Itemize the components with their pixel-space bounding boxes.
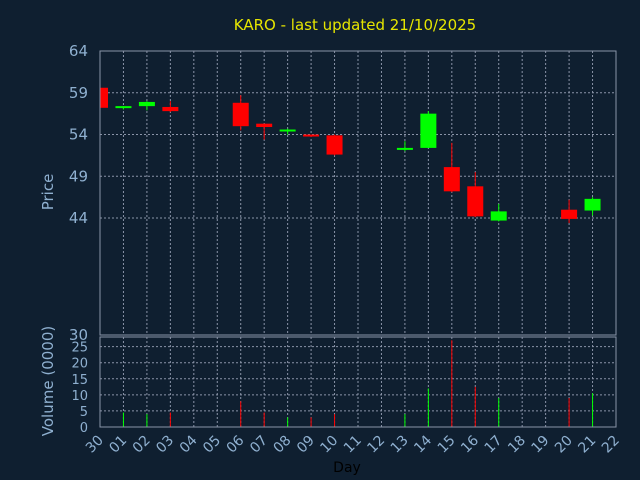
price-tick-label: 64 [69,42,88,60]
price-tick-label: 30 [69,326,88,344]
candle-body [326,135,343,155]
price-plot-frame [99,50,617,336]
price-tick-label: 49 [69,167,88,185]
price-tick-label: 59 [69,84,88,102]
price-tick-label: 54 [69,126,88,144]
volume-series [122,340,594,427]
candle-body [115,106,132,109]
chart-title: KARO - last updated 21/10/2025 [234,16,476,34]
candle-body [584,198,601,211]
price-series [99,87,601,224]
price-axis-label: Price [39,174,57,211]
candle-body [162,106,179,112]
volume-tick-label: 5 [80,405,88,420]
axis-layer [99,50,617,428]
candle-body [138,101,155,107]
candle-body [420,113,437,148]
volume-plot-frame [99,336,617,428]
volume-tick-label: 0 [80,421,88,436]
candle-body [232,102,249,127]
volume-tick-label: 20 [71,357,88,372]
candle-body [443,167,460,192]
candle-body [490,211,507,221]
candle-body [279,129,296,132]
volume-tick-label: 25 [71,341,88,356]
volume-axis-label: Volume (0000) [39,326,57,436]
x-axis-label: Day [333,460,361,476]
candle-body [256,123,273,128]
candle-body [100,87,108,108]
volume-tick-label: 15 [71,373,88,388]
candle-body [561,209,578,219]
candle-body [303,134,320,137]
candle-body [467,186,484,217]
price-tick-label: 44 [69,209,88,227]
grid-layer [100,51,616,427]
volume-tick-label: 10 [71,389,88,404]
candle-body [396,147,413,150]
